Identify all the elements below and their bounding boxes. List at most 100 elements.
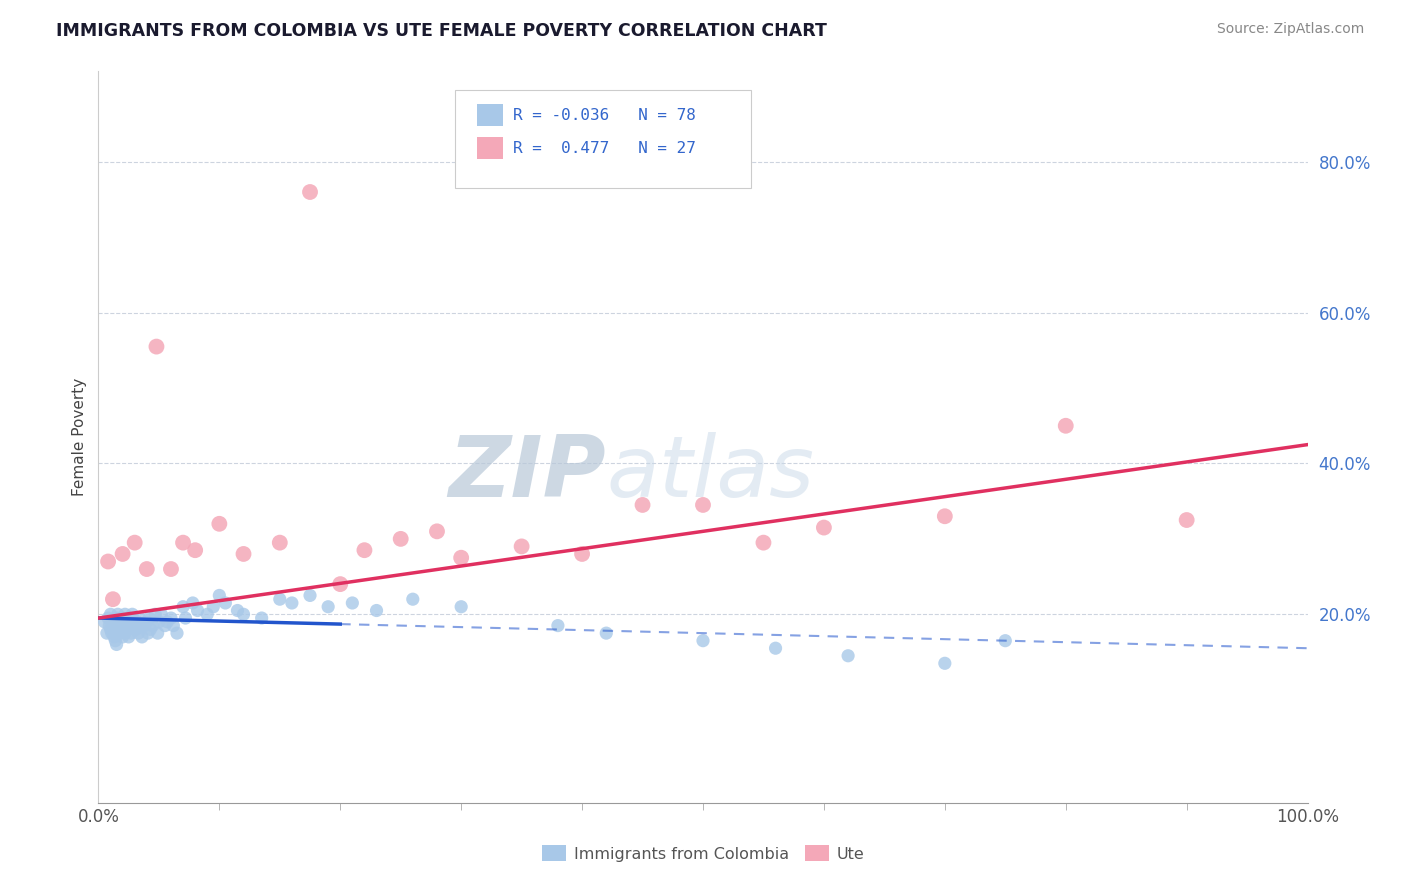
Point bbox=[571, 547, 593, 561]
Point bbox=[329, 577, 352, 591]
Point bbox=[112, 618, 135, 632]
Point bbox=[100, 607, 122, 622]
Point bbox=[121, 618, 143, 632]
Point bbox=[174, 611, 197, 625]
Point bbox=[125, 623, 148, 637]
Text: R = -0.036   N = 78: R = -0.036 N = 78 bbox=[513, 108, 696, 123]
Point bbox=[195, 607, 218, 622]
Point bbox=[281, 596, 304, 610]
Point bbox=[110, 623, 132, 637]
Point bbox=[127, 626, 149, 640]
Point bbox=[813, 520, 835, 534]
Text: ZIP: ZIP bbox=[449, 432, 606, 516]
Point bbox=[108, 615, 131, 629]
Point bbox=[101, 592, 124, 607]
Point bbox=[105, 637, 128, 651]
Point bbox=[134, 618, 156, 632]
Point bbox=[994, 633, 1017, 648]
Point bbox=[160, 562, 183, 576]
Point bbox=[299, 589, 322, 603]
Point bbox=[232, 547, 254, 561]
Point bbox=[214, 596, 236, 610]
Point bbox=[104, 633, 127, 648]
Point bbox=[765, 641, 787, 656]
Point bbox=[595, 626, 617, 640]
Point bbox=[108, 618, 131, 632]
Point bbox=[1175, 513, 1198, 527]
Point bbox=[172, 599, 194, 614]
Point bbox=[118, 611, 141, 625]
Point bbox=[96, 626, 118, 640]
FancyBboxPatch shape bbox=[456, 90, 751, 188]
Point bbox=[148, 615, 170, 629]
Point bbox=[316, 599, 339, 614]
Point bbox=[101, 623, 124, 637]
Point bbox=[118, 615, 141, 629]
Bar bbox=[477, 137, 503, 159]
Point bbox=[107, 607, 129, 622]
Point bbox=[1054, 418, 1077, 433]
Point bbox=[631, 498, 654, 512]
Point bbox=[402, 592, 425, 607]
Text: atlas: atlas bbox=[606, 432, 814, 516]
Point bbox=[115, 618, 138, 632]
Point bbox=[692, 498, 714, 512]
Point bbox=[135, 562, 157, 576]
Point bbox=[108, 626, 131, 640]
Point bbox=[184, 543, 207, 558]
Point bbox=[98, 618, 121, 632]
Point bbox=[145, 340, 167, 354]
Point bbox=[93, 615, 115, 629]
Point bbox=[139, 623, 162, 637]
Point bbox=[114, 607, 136, 622]
Bar bbox=[477, 104, 503, 127]
Point bbox=[114, 626, 136, 640]
Point bbox=[121, 607, 143, 622]
Point bbox=[202, 599, 225, 614]
Point bbox=[153, 618, 176, 632]
Point bbox=[837, 648, 859, 663]
Point bbox=[136, 626, 159, 640]
Point bbox=[103, 630, 125, 644]
Text: R =  0.477   N = 27: R = 0.477 N = 27 bbox=[513, 141, 696, 156]
Point bbox=[226, 603, 249, 617]
Point bbox=[450, 599, 472, 614]
Point bbox=[150, 607, 173, 622]
Point bbox=[160, 611, 183, 625]
Point bbox=[166, 626, 188, 640]
Point bbox=[269, 592, 291, 607]
Point bbox=[146, 626, 169, 640]
Point bbox=[269, 535, 291, 549]
Point bbox=[127, 615, 149, 629]
Point bbox=[118, 630, 141, 644]
Point bbox=[934, 509, 956, 524]
Point bbox=[547, 618, 569, 632]
Point bbox=[135, 615, 157, 629]
Point bbox=[131, 630, 153, 644]
Point bbox=[124, 618, 146, 632]
Point bbox=[129, 618, 152, 632]
Y-axis label: Female Poverty: Female Poverty bbox=[72, 378, 87, 496]
Point bbox=[100, 626, 122, 640]
Point bbox=[162, 618, 184, 632]
Point bbox=[100, 623, 122, 637]
Point bbox=[105, 611, 128, 625]
Point bbox=[510, 540, 533, 554]
Point bbox=[111, 611, 134, 625]
Point bbox=[342, 596, 364, 610]
Point bbox=[208, 589, 231, 603]
Point bbox=[934, 657, 956, 671]
Point bbox=[143, 607, 166, 622]
Point bbox=[187, 603, 209, 617]
Point bbox=[111, 547, 134, 561]
Point bbox=[142, 618, 165, 632]
Point bbox=[208, 516, 231, 531]
Point bbox=[299, 185, 322, 199]
Point bbox=[250, 611, 273, 625]
Point bbox=[172, 535, 194, 549]
Text: IMMIGRANTS FROM COLOMBIA VS UTE FEMALE POVERTY CORRELATION CHART: IMMIGRANTS FROM COLOMBIA VS UTE FEMALE P… bbox=[56, 22, 827, 40]
Point bbox=[138, 611, 160, 625]
Point bbox=[97, 611, 120, 625]
Point bbox=[97, 554, 120, 568]
Point bbox=[117, 623, 139, 637]
